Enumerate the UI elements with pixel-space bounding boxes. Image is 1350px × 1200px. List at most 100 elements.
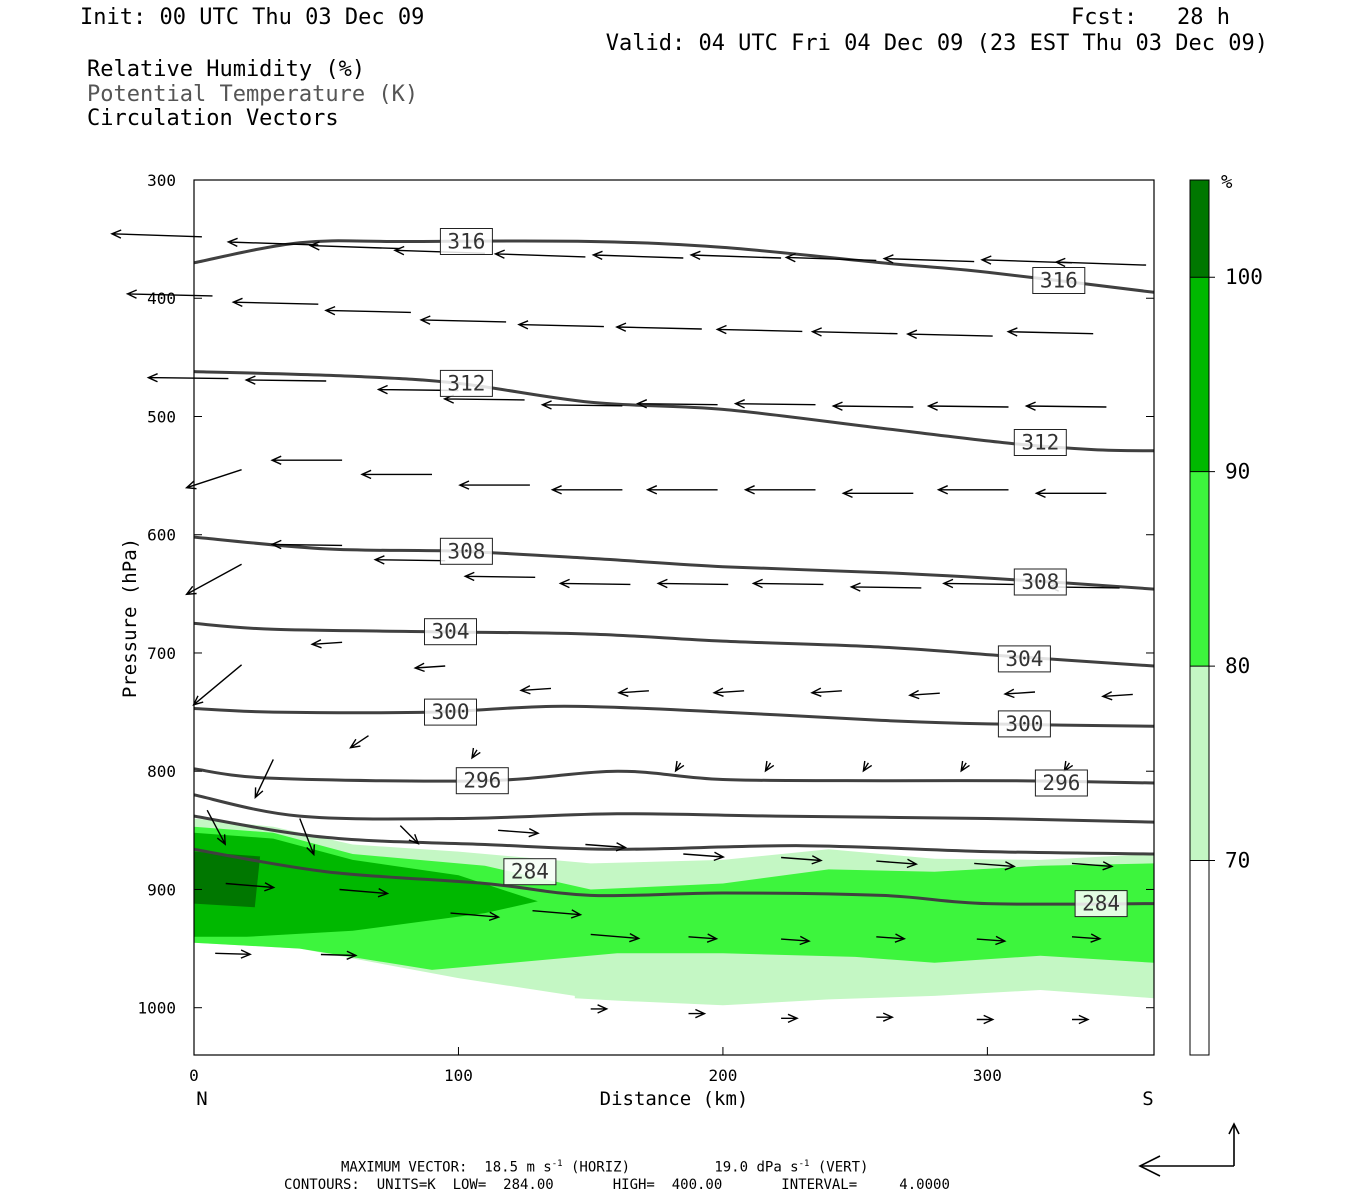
colorbar-frame [1189, 179, 1210, 1056]
left-endpoint-label: N [196, 1088, 207, 1110]
circulation-vector [876, 858, 918, 869]
isentrope-label-284: 284 [511, 860, 549, 884]
colorbar-band [1190, 180, 1209, 278]
isentrope-label-300: 300 [432, 700, 470, 724]
y-tick-label: 700 [147, 644, 176, 663]
isentrope-label-296: 296 [1042, 771, 1080, 795]
x-axis-label: Distance (km) [600, 1088, 749, 1110]
field-label-rh: Relative Humidity (%) [87, 57, 366, 82]
circulation-vector [831, 401, 914, 411]
circulation-vector [674, 760, 685, 773]
circulation-vector [942, 578, 1014, 589]
field-label-vectors: Circulation Vectors [87, 106, 339, 131]
circulation-vector [784, 252, 877, 263]
rh-region-100+ [194, 851, 261, 908]
forecast-hour: Fcst: 28 h [1071, 5, 1230, 30]
isentrope-label-308: 308 [1021, 570, 1059, 594]
colorbar-unit: % [1221, 171, 1233, 193]
circulation-vector [656, 578, 729, 589]
max-vector-vert-exp: -1 [798, 1159, 810, 1169]
circulation-vector [463, 571, 536, 582]
isentrope-label-316: 316 [447, 230, 485, 254]
max-vector-horiz-tail: (HORIZ) [562, 1159, 631, 1176]
x-tick-label: 200 [708, 1066, 737, 1085]
isentrope-label-308: 308 [447, 539, 485, 563]
isentrope-label-box-300 [997, 710, 1051, 738]
circulation-vector [960, 760, 970, 773]
circulation-vector [617, 687, 649, 697]
circulation-vector [498, 827, 540, 838]
colorbar-tick-label: 100 [1225, 265, 1263, 289]
circulation-vector [184, 469, 242, 490]
circulation-vector [688, 933, 719, 943]
max-vector-horiz-exp: -1 [551, 1159, 563, 1169]
plot-frame [193, 179, 1155, 1056]
circulation-vector [876, 1012, 895, 1022]
circulation-vector [254, 759, 274, 799]
circulation-vector [493, 249, 586, 259]
circulation-vector [550, 485, 623, 495]
circulation-vector [876, 933, 906, 943]
field-label-theta: Potential Temperature (K) [87, 82, 419, 107]
isentrope-label-box-304 [424, 618, 477, 646]
circulation-vector [1054, 257, 1147, 268]
isentrope-label-312: 312 [1021, 431, 1059, 455]
circulation-vector [585, 842, 628, 852]
isentrope-308 [194, 535, 1154, 591]
circulation-vector [849, 582, 922, 592]
circulation-vector [781, 855, 823, 865]
colorbar-tick-label: 70 [1225, 849, 1250, 873]
circulation-vector [1063, 760, 1074, 773]
isentrope-label-box-284 [503, 858, 557, 886]
isentrope-label-box-296 [1034, 769, 1088, 797]
circulation-vector [419, 315, 507, 325]
y-tick-label: 600 [147, 526, 176, 545]
circulation-vector [225, 882, 276, 892]
colorbar-band [1190, 277, 1209, 472]
colorbar-tick-label: 80 [1225, 654, 1250, 678]
circulation-vector [399, 825, 420, 845]
circulation-vector [882, 254, 975, 264]
circulation-vector [270, 539, 343, 550]
isentrope-296 [194, 767, 1154, 785]
circulation-vector [226, 237, 319, 248]
circulation-vector [712, 687, 745, 697]
circulation-vector [1101, 691, 1133, 701]
circulation-vector [781, 935, 811, 946]
circulation-vector [519, 685, 552, 695]
circulation-vector [781, 1013, 799, 1024]
isentrope-316 [194, 239, 1154, 294]
circulation-vector [733, 399, 816, 409]
x-tick-label: 100 [444, 1066, 473, 1085]
circulation-vector [146, 373, 229, 383]
isentrope-284 [194, 847, 1154, 906]
circulation-vector [743, 485, 816, 495]
y-tick-label: 500 [147, 407, 176, 426]
contours-note: CONTOURS: UNITS=K LOW= 284.00 HIGH= 400.… [284, 1177, 950, 1193]
isentrope-label-box-312 [439, 369, 493, 397]
circulation-vector [810, 687, 842, 697]
circulation-vector [373, 555, 446, 565]
circulation-vector [976, 1014, 995, 1025]
circulation-vector [1024, 401, 1107, 411]
rh-region-80-90 [194, 826, 1154, 970]
circulation-vector [645, 485, 718, 495]
colorbar-band [1190, 860, 1209, 1055]
colorbar-band [1190, 666, 1209, 861]
circulation-vector [192, 664, 243, 706]
x-tick-label: 300 [973, 1066, 1002, 1085]
max-vector-vert-tail: (VERT) [809, 1159, 869, 1176]
circulation-vector [360, 469, 432, 480]
circulation-vector [413, 662, 446, 673]
y-tick-label: 400 [147, 289, 176, 308]
x-tick-label: 0 [189, 1066, 199, 1085]
isentrope-label-box-308 [1013, 568, 1067, 596]
isentrope-label-304: 304 [1005, 647, 1043, 671]
circulation-vector [841, 488, 914, 499]
isentrope-300 [194, 704, 1154, 728]
y-tick-label: 300 [147, 171, 176, 190]
circulation-vector [231, 297, 319, 308]
circulation-vector [471, 747, 481, 760]
circulation-vector [308, 241, 401, 251]
